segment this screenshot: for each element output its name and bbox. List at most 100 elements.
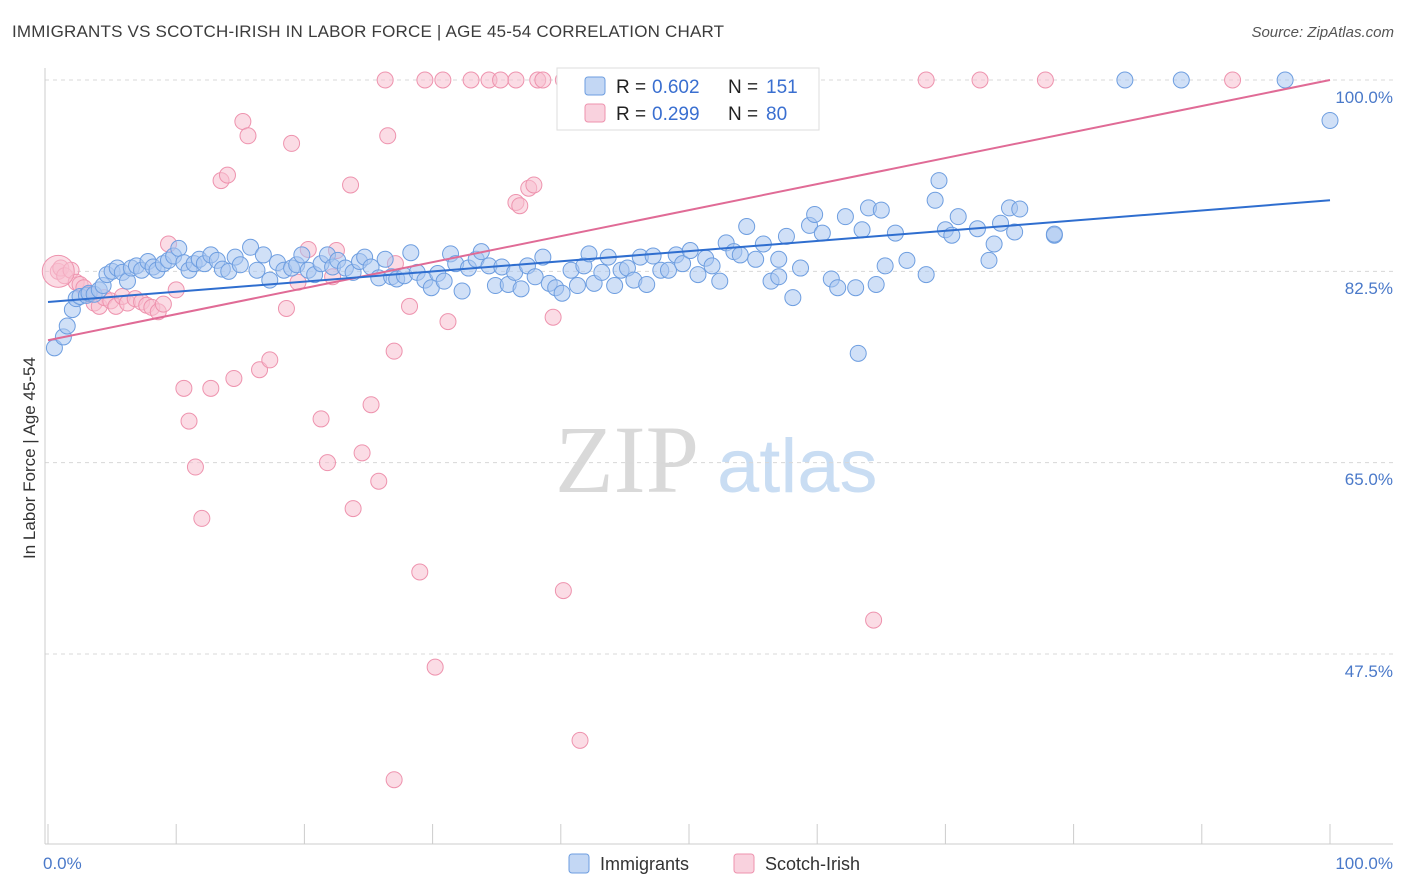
legend-r-label-scotch-irish: R = — [616, 104, 646, 125]
immigrants-trend-line — [47, 199, 1331, 303]
x-tick-label-0: 0.0% — [43, 854, 82, 873]
scotch-irish-point — [385, 771, 403, 789]
chart-title: IMMIGRANTS VS SCOTCH-IRISH IN LABOR FORC… — [12, 22, 725, 41]
immigrants-point — [770, 250, 788, 268]
scotch-irish-point — [167, 281, 185, 299]
x-axis-ticks — [47, 824, 1331, 844]
immigrants-point — [376, 250, 394, 268]
bottom-legend-swatch-scotch-irish — [733, 853, 755, 874]
immigrants-point — [674, 255, 692, 273]
immigrants-point — [638, 275, 656, 293]
immigrants-point — [770, 268, 788, 286]
scotch-irish-point — [401, 297, 419, 315]
legend-swatch-scotch-irish — [584, 103, 606, 123]
legend-n-label-immigrants: N = — [728, 77, 758, 98]
bottom-legend: Immigrants Scotch-Irish — [568, 853, 860, 874]
scotch-irish-point — [385, 342, 403, 360]
scotch-irish-point — [318, 454, 336, 472]
immigrants-point — [1006, 223, 1024, 241]
scotch-irish-point — [507, 71, 525, 89]
scotch-irish-point — [426, 658, 444, 676]
immigrants-point — [231, 256, 249, 274]
immigrants-point — [593, 263, 611, 281]
immigrants-point — [876, 257, 894, 275]
legend-r-value-immigrants: 0.602 — [652, 77, 700, 98]
immigrants-point — [930, 172, 948, 190]
scotch-irish-point — [554, 582, 572, 600]
bottom-legend-label-scotch-irish: Scotch-Irish — [765, 854, 860, 874]
scotch-irish-point — [342, 176, 360, 194]
bottom-legend-label-immigrants: Immigrants — [600, 854, 689, 874]
immigrants-point — [659, 261, 677, 279]
scotch-irish-point — [218, 166, 236, 184]
scotch-irish-trend-line — [47, 79, 1331, 342]
immigrants-point — [1116, 71, 1134, 89]
scotch-irish-point-large — [41, 254, 75, 288]
scotch-irish-point — [917, 71, 935, 89]
scotch-irish-point — [362, 396, 380, 414]
immigrants-point — [806, 205, 824, 223]
scotch-irish-point — [193, 509, 211, 527]
immigrants-point — [248, 261, 266, 279]
scotch-irish-point — [180, 412, 198, 430]
scotch-irish-point — [416, 71, 434, 89]
immigrants-point — [512, 280, 530, 298]
scotch-irish-point — [175, 379, 193, 397]
immigrants-point — [949, 208, 967, 226]
immigrants-point — [849, 344, 867, 362]
scotch-irish-point — [379, 127, 397, 145]
immigrants-point — [738, 218, 756, 236]
scotch-irish-point — [234, 113, 252, 131]
legend-swatch-immigrants — [584, 76, 606, 96]
scotch-irish-point — [511, 197, 529, 215]
immigrants-point — [985, 235, 1003, 253]
x-tick-label-100: 100.0% — [1335, 854, 1393, 873]
scotch-irish-point — [376, 71, 394, 89]
immigrants-point — [1276, 71, 1294, 89]
immigrants-point — [829, 279, 847, 297]
immigrants-point — [242, 238, 260, 256]
scotch-irish-point — [370, 472, 388, 490]
immigrants-point — [402, 244, 420, 262]
immigrants-point — [58, 317, 76, 335]
watermark-atlas: atlas — [717, 424, 878, 509]
immigrants-point — [747, 250, 765, 268]
scotch-irish-point — [353, 444, 371, 462]
immigrants-point — [606, 277, 624, 295]
y-tick-label-82-5: 82.5% — [1345, 279, 1393, 298]
immigrants-point — [1172, 71, 1190, 89]
scotch-irish-point — [261, 351, 279, 369]
immigrants-point — [1011, 200, 1029, 218]
immigrants-point — [898, 251, 916, 269]
immigrants-point — [980, 251, 998, 269]
scotch-irish-point — [239, 127, 257, 145]
y-tick-label-65: 65.0% — [1345, 470, 1393, 489]
y-axis-label: In Labor Force | Age 45-54 — [20, 357, 39, 559]
immigrants-point — [711, 272, 729, 290]
immigrants-point — [435, 272, 453, 290]
immigrants-point — [1045, 225, 1063, 243]
legend-n-value-immigrants: 151 — [766, 77, 798, 98]
immigrants-point — [886, 224, 904, 242]
scotch-irish-point — [202, 379, 220, 397]
scotch-irish-point — [312, 410, 330, 428]
immigrants-points — [45, 71, 1339, 362]
immigrants-point — [792, 259, 810, 277]
immigrants-point — [847, 279, 865, 297]
scotch-irish-point — [439, 313, 457, 331]
immigrants-point — [526, 268, 544, 286]
watermark-zip: ZIP — [555, 406, 699, 513]
scotch-irish-point — [251, 361, 269, 379]
immigrants-point — [553, 284, 571, 302]
stats-legend: R = 0.602 N = 151 R = 0.299 N = 80 — [556, 67, 820, 131]
immigrants-point — [170, 239, 188, 257]
scotch-irish-point — [865, 611, 883, 629]
source-label: Source: ZipAtlas.com — [1251, 24, 1394, 41]
immigrants-point — [784, 289, 802, 307]
scotch-irish-point — [525, 176, 543, 194]
scotch-irish-point — [344, 500, 362, 518]
immigrants-point — [872, 201, 890, 219]
immigrants-point — [926, 191, 944, 209]
immigrants-point — [813, 224, 831, 242]
